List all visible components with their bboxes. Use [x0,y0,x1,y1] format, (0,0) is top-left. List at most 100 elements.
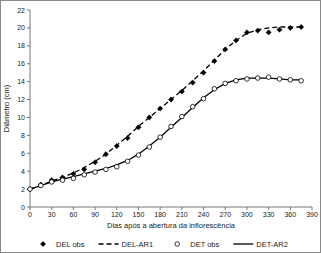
data-point [125,135,130,140]
x-tick [51,207,52,210]
data-point [114,144,119,149]
data-point [244,30,249,35]
legend: DEL obs DEL-AR1 DET obs DET-AR2 [40,240,288,249]
legend-label: DET-AR2 [256,240,288,249]
data-point [255,28,260,33]
x-tick [290,207,291,210]
data-point [28,187,33,192]
data-point [245,77,250,82]
data-point [136,125,141,130]
data-point [201,70,206,75]
legend-swatch [40,241,45,246]
y-axis-label: Diâmetro (cm) [2,84,11,132]
data-point [114,164,119,169]
y-tick-label: 22 [17,7,25,14]
y-tick [27,153,30,154]
data-point [82,172,87,177]
data-point [299,78,304,83]
data-point [103,152,108,157]
data-point [147,115,152,120]
x-tick [73,207,74,210]
data-point [255,76,260,81]
x-tick-label: 120 [111,211,123,218]
data-point [234,78,239,83]
y-tick-label: 4 [21,168,25,175]
data-point [212,58,217,63]
x-tick [203,207,204,210]
x-tick [95,207,96,210]
data-point [168,97,173,102]
data-point [158,106,163,111]
series-line [30,27,301,189]
x-axis [30,207,312,208]
y-tick-label: 6 [21,150,25,157]
y-tick [27,27,30,28]
x-tick-label: 210 [176,211,188,218]
chart: 0246810121416182022030609012015018021024… [0,0,321,253]
legend-label: DEL-AR1 [122,240,154,249]
data-point [39,183,44,188]
series-line [30,78,301,189]
data-point [169,124,174,129]
data-point [277,27,282,32]
y-axis [30,10,31,207]
y-tick [27,135,30,136]
y-tick [27,171,30,172]
data-point [277,77,282,82]
legend-label: DEL obs [56,240,85,249]
x-tick-label: 60 [69,211,77,218]
data-point [180,114,185,119]
x-tick-label: 390 [306,211,318,218]
data-point [60,178,65,183]
data-point [266,75,271,80]
data-point [136,153,141,158]
y-tick-label: 0 [21,204,25,211]
y-tick [27,99,30,100]
data-point [147,145,152,150]
data-point [233,38,238,43]
y-tick [27,10,30,11]
data-point [71,176,76,181]
y-tick [27,45,30,46]
x-tick-label: 180 [154,211,166,218]
y-tick-label: 10 [17,114,25,121]
y-tick [27,63,30,64]
data-point [104,167,109,172]
y-tick-label: 18 [17,42,25,49]
data-point [190,104,195,109]
data-point [201,96,206,101]
data-point [125,159,130,164]
y-tick [27,117,30,118]
data-point [27,186,32,191]
x-axis-label: Dias após a abertura da inflorescência [107,221,236,230]
y-tick-label: 16 [17,60,25,67]
x-tick [160,207,161,210]
x-tick [246,207,247,210]
legend-swatch [99,243,119,244]
x-tick-label: 240 [198,211,210,218]
y-tick-label: 20 [17,24,25,31]
y-tick-label: 8 [21,132,25,139]
x-tick [268,207,269,210]
legend-label: DET obs [190,240,219,249]
data-point [288,78,293,83]
data-point [49,180,54,185]
x-tick [138,207,139,210]
legend-swatch [233,243,253,244]
x-tick [225,207,226,210]
x-tick-label: 300 [241,211,253,218]
data-point [223,81,228,86]
legend-swatch [175,242,180,247]
x-tick-label: 360 [284,211,296,218]
data-point [212,87,217,92]
x-tick-label: 30 [48,211,56,218]
data-point [158,135,163,140]
data-point [38,182,43,187]
data-point [190,80,195,85]
y-tick-label: 12 [17,96,25,103]
data-point [288,25,293,30]
x-tick [116,207,117,210]
y-tick [27,81,30,82]
x-tick [181,207,182,210]
data-point [266,30,271,35]
